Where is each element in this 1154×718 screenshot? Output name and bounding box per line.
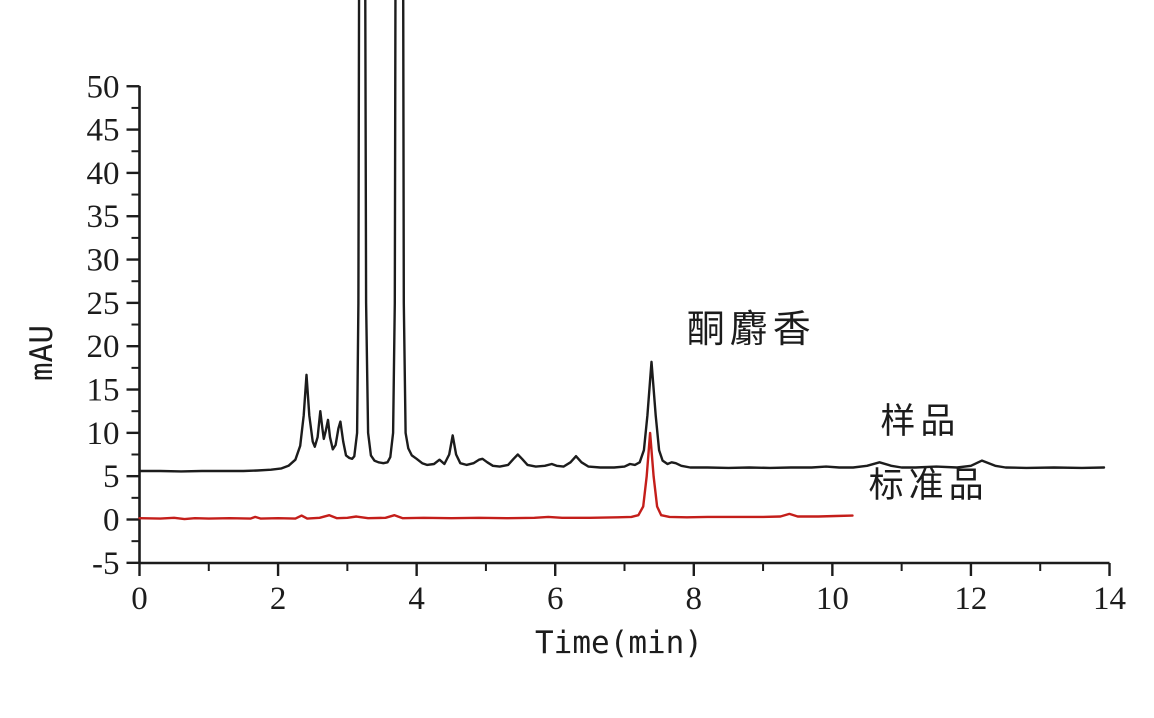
y-tick-label: 20 (87, 329, 120, 365)
y-tick-label: 50 (87, 69, 120, 105)
trace-sample (138, 0, 1106, 473)
y-tick-label: 45 (87, 113, 120, 149)
y-tick-label: 15 (87, 373, 120, 409)
annotation-label: 酮麝香 (687, 307, 816, 351)
y-tick-label: 35 (87, 199, 120, 235)
y-tick-label: 10 (87, 416, 120, 452)
x-tick-label: 4 (408, 581, 425, 617)
y-tick-label: -5 (92, 546, 120, 582)
trace-standard (138, 431, 854, 521)
x-tick-label: 2 (270, 581, 287, 617)
y-tick-label: 25 (87, 286, 120, 322)
y-axis-title: mAU (24, 325, 60, 381)
traces (138, 0, 1106, 521)
annotation-label: 标准品 (869, 466, 989, 506)
x-tick-label: 6 (547, 581, 564, 617)
annotation-label: 样品 (880, 402, 960, 442)
x-tick-label: 10 (816, 581, 849, 617)
axis-ticks (126, 85, 1111, 576)
x-axis-title: Time(min) (535, 625, 703, 661)
y-tick-label: 0 (103, 503, 120, 539)
y-tick-label: 5 (103, 459, 120, 495)
x-tick-label: 14 (1093, 581, 1126, 617)
x-tick-label: 12 (954, 581, 987, 617)
x-tick-label: 0 (131, 581, 148, 617)
y-tick-label: 40 (87, 156, 120, 192)
tick-labels: 0 2 4 6 8 10 12 14 -5 0 5 10 15 20 25 30 35 40 45 50 (87, 69, 1127, 617)
y-tick-label: 30 (87, 243, 120, 279)
x-tick-label: 8 (686, 581, 703, 617)
